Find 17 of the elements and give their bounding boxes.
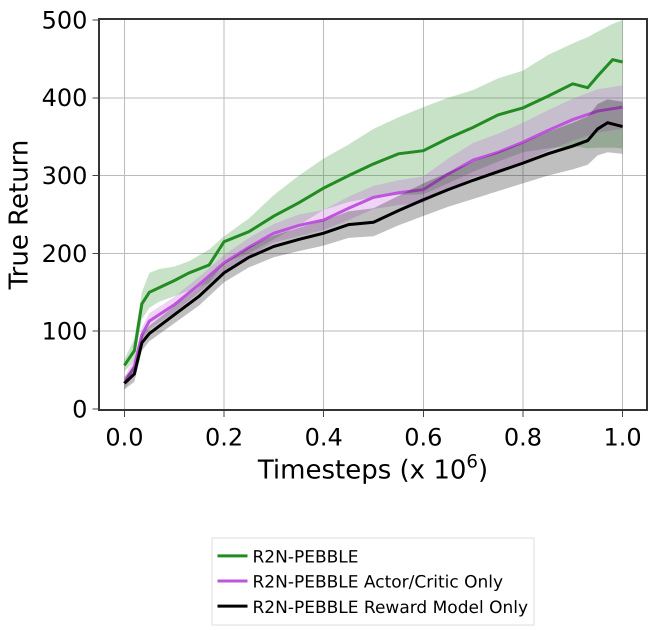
y-tick-label: 200 bbox=[42, 240, 88, 268]
legend-label: R2N-PEBBLE Actor/Critic Only bbox=[252, 572, 504, 593]
y-tick-label: 300 bbox=[42, 162, 88, 190]
legend-label: R2N-PEBBLE bbox=[252, 548, 359, 568]
legend-label: R2N-PEBBLE Reward Model Only bbox=[252, 598, 528, 618]
x-tick-label: 1.0 bbox=[604, 424, 642, 452]
y-tick-label: 100 bbox=[42, 318, 88, 346]
x-tick-label: 0.6 bbox=[404, 424, 442, 452]
y-axis-title: True Return bbox=[4, 140, 35, 290]
x-axis-title: Timesteps (x 10$^{6}$) bbox=[256, 452, 488, 486]
y-tick-label: 0 bbox=[72, 395, 88, 424]
x-tick-label: 0.2 bbox=[204, 424, 244, 452]
x-tick-label: 0.0 bbox=[105, 424, 144, 452]
x-tick-label: 0.8 bbox=[504, 424, 542, 452]
x-tick-label: 0.4 bbox=[304, 424, 343, 452]
y-tick-label: 400 bbox=[42, 84, 88, 112]
y-tick-label: 500 bbox=[42, 6, 88, 34]
